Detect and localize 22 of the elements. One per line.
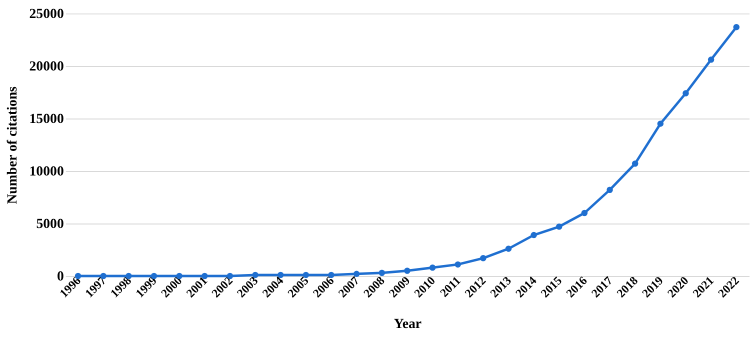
- point: [556, 224, 562, 230]
- point: [404, 268, 410, 274]
- point: [378, 270, 386, 276]
- point: [480, 255, 486, 262]
- y-tick-label: 25000: [29, 6, 64, 22]
- point: [530, 232, 537, 238]
- y-tick-label: 5000: [36, 216, 64, 232]
- x-axis-title: Year: [394, 317, 422, 332]
- y-axis-title: Number of citations: [5, 86, 20, 204]
- point: [454, 261, 461, 268]
- y-tick-label: 15000: [29, 112, 64, 127]
- point: [429, 264, 436, 271]
- point: [505, 246, 512, 252]
- y-tick-label: 20000: [29, 59, 64, 74]
- point: [708, 56, 714, 63]
- point: [632, 160, 638, 167]
- point: [581, 210, 588, 216]
- point: [733, 24, 740, 30]
- point: [606, 186, 613, 194]
- point: [657, 120, 664, 127]
- y-tick-label: 10000: [29, 164, 64, 180]
- point: [682, 90, 689, 96]
